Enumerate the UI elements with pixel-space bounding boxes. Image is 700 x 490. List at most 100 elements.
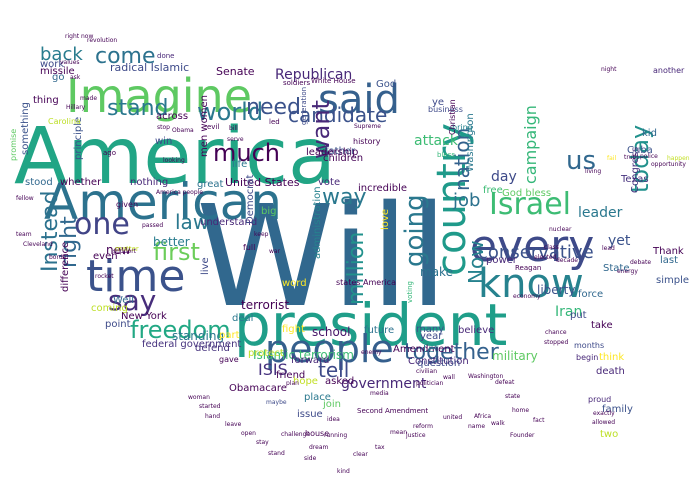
word-name: name: [468, 423, 486, 430]
word-new: new: [106, 243, 131, 257]
word-friend: friend: [276, 370, 306, 381]
word-supreme: Supreme: [354, 123, 381, 130]
word-asked: asked: [325, 376, 355, 387]
word-started: started: [199, 403, 221, 410]
word-house: house: [305, 429, 330, 438]
word-incredible: incredible: [358, 183, 408, 194]
word-truth: truth: [624, 154, 639, 161]
word-stay: stay: [256, 439, 269, 446]
word-back: back: [40, 44, 83, 65]
word-freedom: freedom: [130, 316, 231, 344]
word-people: people: [265, 327, 394, 371]
word-join: join: [323, 399, 342, 410]
word-believe: believe: [458, 325, 495, 336]
word-nuclear: nuclear: [549, 226, 572, 233]
word-israel: Israel: [489, 187, 571, 222]
word-plan: plan: [286, 380, 299, 387]
word-one: one: [74, 207, 130, 242]
word-woman: woman: [188, 394, 210, 401]
word-thank: Thank: [653, 246, 684, 257]
word-mean: mean: [390, 429, 408, 436]
word-standing: standing: [172, 329, 225, 343]
word-proud: proud: [588, 395, 612, 404]
word-soldiers: soldiers: [283, 79, 311, 87]
word-reform: reform: [413, 423, 434, 430]
word-america: America: [14, 112, 336, 202]
word-made: made: [80, 95, 98, 102]
word-bless: bless: [437, 151, 455, 159]
word-matter: matter: [115, 245, 139, 253]
word-place: place: [304, 392, 331, 403]
word-said: said: [318, 77, 400, 123]
word-time: time: [86, 251, 186, 302]
word-take: take: [591, 320, 613, 331]
word-africa: Africa: [474, 413, 492, 420]
word-states-america: states America: [336, 278, 396, 287]
word-values: values: [60, 59, 80, 66]
word-challenge: challenge: [281, 431, 311, 438]
word-ask: ask: [70, 74, 81, 81]
word-isis: ISIS: [258, 360, 288, 379]
word-liberty: liberty: [537, 283, 576, 297]
word-civilian: civilian: [416, 368, 437, 375]
word-way: way: [322, 185, 367, 210]
word-police: police: [640, 153, 658, 160]
word-amendment: Amendment: [393, 344, 455, 355]
word-dream: dream: [309, 444, 329, 451]
word-class: class: [544, 244, 559, 251]
word-military: military: [492, 349, 538, 363]
word-stopped: stopped: [544, 339, 569, 346]
word-maybe: maybe: [266, 399, 287, 406]
word-word: word: [282, 278, 307, 289]
word-state: State: [603, 263, 630, 274]
word-conservative: conservative: [478, 242, 594, 263]
word-defend: defend: [195, 343, 230, 354]
word-team: team: [16, 231, 32, 238]
word-home: home: [512, 407, 530, 414]
word-children: children: [323, 153, 364, 164]
word-go: go: [52, 72, 65, 83]
word-going: going: [400, 194, 430, 267]
word-looking: looking: [163, 157, 185, 164]
word-keep: keep: [254, 231, 269, 238]
word-gave: gave: [219, 355, 239, 364]
word-full: full: [243, 243, 256, 252]
word-nothing: nothing: [130, 177, 169, 188]
word-simple: simple: [656, 275, 690, 286]
word-founder: Founder: [510, 432, 535, 439]
word-united-states: United States: [225, 176, 300, 189]
word-revolution: revolution: [87, 37, 118, 44]
word-death: death: [596, 366, 625, 377]
word-given: given: [116, 200, 139, 209]
word-border: border: [49, 254, 69, 261]
word-fight: fight: [282, 324, 305, 335]
word-whether: whether: [60, 177, 102, 188]
word-future: future: [364, 325, 395, 336]
word-will: Will: [196, 176, 449, 339]
word-every: every: [470, 221, 595, 272]
word-point: point: [105, 319, 131, 330]
word-new-york: New York: [121, 311, 167, 322]
word-america-people: America people: [156, 189, 203, 196]
word-great: great: [197, 179, 224, 190]
word-year: year: [420, 331, 443, 342]
word-say: say: [108, 284, 157, 317]
word-hope: hope: [293, 376, 318, 387]
word-stood: stood: [25, 177, 53, 188]
word-second-amendment: Second Amendment: [357, 407, 429, 415]
word-hillary: Hillary: [66, 104, 86, 111]
word-bring: bring: [452, 123, 473, 132]
word-difference: difference: [60, 241, 71, 292]
word-enemy: enemy: [361, 349, 382, 356]
word-live: live: [200, 257, 211, 275]
word-understand: understand: [200, 217, 258, 228]
word-put: put: [570, 310, 587, 321]
word-clear: clear: [353, 451, 368, 458]
word-us: us: [566, 146, 597, 176]
word-candidate: candidate: [288, 103, 388, 127]
word-school: school: [312, 325, 351, 339]
word-defeat: defeat: [495, 379, 515, 386]
word-carolina: Carolina: [48, 117, 81, 126]
word-passed: passed: [142, 222, 164, 229]
